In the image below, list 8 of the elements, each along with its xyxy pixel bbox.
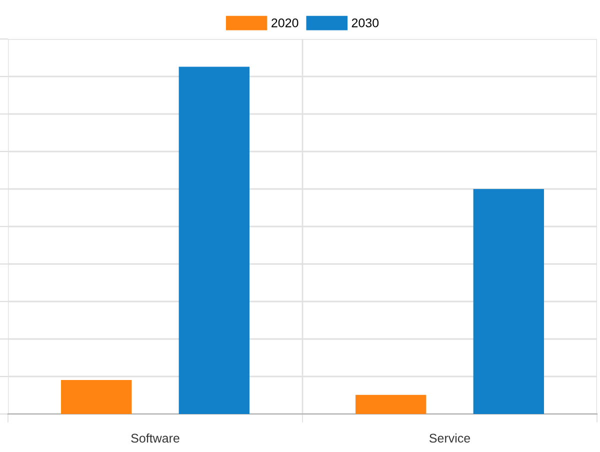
- x-tick-label: Service: [429, 433, 470, 443]
- bar: [178, 66, 250, 414]
- legend-label: 2020: [272, 18, 298, 28]
- bar: [473, 189, 544, 414]
- x-tick-label: Software: [131, 433, 180, 443]
- bar: [61, 380, 132, 414]
- bar: [356, 394, 426, 414]
- legend-label: 2030: [352, 18, 379, 28]
